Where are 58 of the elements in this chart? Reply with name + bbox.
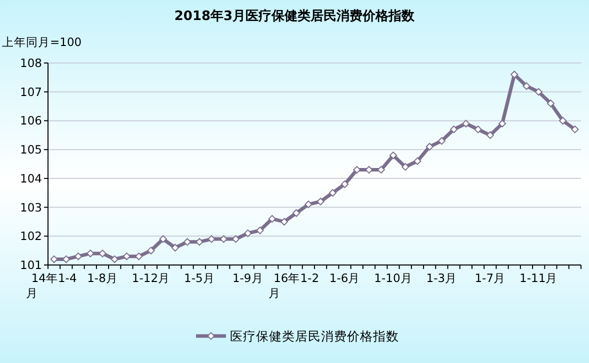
- point: [462, 120, 470, 128]
- point: [98, 250, 106, 258]
- point: [559, 116, 567, 125]
- point: [426, 142, 434, 150]
- point: [498, 120, 506, 128]
- point: [402, 163, 410, 171]
- point: [316, 198, 324, 206]
- point: [171, 244, 179, 252]
- point: [74, 252, 82, 260]
- point: [147, 246, 155, 254]
- y-tick-label: 107: [20, 84, 42, 99]
- y-axis-title: 上年同月=100: [2, 35, 82, 49]
- y-tick-label: 105: [20, 142, 42, 157]
- x-tick-label: 1-12月: [132, 271, 170, 285]
- y-tick-label: 104: [20, 171, 42, 186]
- x-tick-label: 1-8月: [87, 271, 118, 285]
- point: [280, 218, 288, 226]
- point: [110, 255, 118, 264]
- x-tick-label: 16年1-2月: [268, 271, 320, 300]
- legend-label: 医疗保健类居民消费价格指数: [230, 328, 399, 344]
- point: [450, 126, 458, 134]
- point: [244, 229, 252, 238]
- chart-title: 2018年3月医疗保健类居民消费价格指数: [174, 8, 416, 24]
- point: [510, 70, 518, 78]
- point: [268, 215, 276, 223]
- point: [196, 238, 204, 246]
- x-tick-label: 1-11月: [520, 271, 558, 285]
- point: [546, 100, 555, 108]
- x-tick-label: 1-7月: [474, 271, 506, 285]
- point: [50, 255, 58, 264]
- point: [389, 152, 398, 160]
- point: [474, 126, 482, 134]
- point: [135, 252, 143, 260]
- point: [256, 226, 264, 234]
- point: [340, 180, 349, 188]
- y-tick-label: 108: [20, 56, 42, 70]
- x-tick-label: 1-5月: [184, 271, 215, 285]
- point: [159, 235, 167, 243]
- x-tick-label: 1-9月: [232, 271, 264, 285]
- point: [486, 131, 494, 139]
- point: [304, 200, 312, 208]
- y-tick-label: 102: [20, 229, 42, 244]
- point: [208, 235, 216, 243]
- x-tick-label: 1-10月: [374, 271, 412, 285]
- point: [292, 209, 300, 217]
- point: [571, 126, 579, 134]
- x-tick-label: 1-6月: [329, 271, 360, 285]
- point: [438, 137, 446, 145]
- y-tick-label: 101: [20, 258, 42, 272]
- y-tick-label: 103: [20, 200, 42, 214]
- x-tick-label: 1-3月: [426, 271, 458, 285]
- x-tick-label: 14年1-4月: [26, 271, 77, 300]
- point: [522, 82, 530, 90]
- point: [534, 88, 542, 96]
- point: [328, 189, 336, 197]
- point: [365, 166, 373, 174]
- y-tick-label: 106: [20, 114, 42, 128]
- point: [414, 157, 422, 165]
